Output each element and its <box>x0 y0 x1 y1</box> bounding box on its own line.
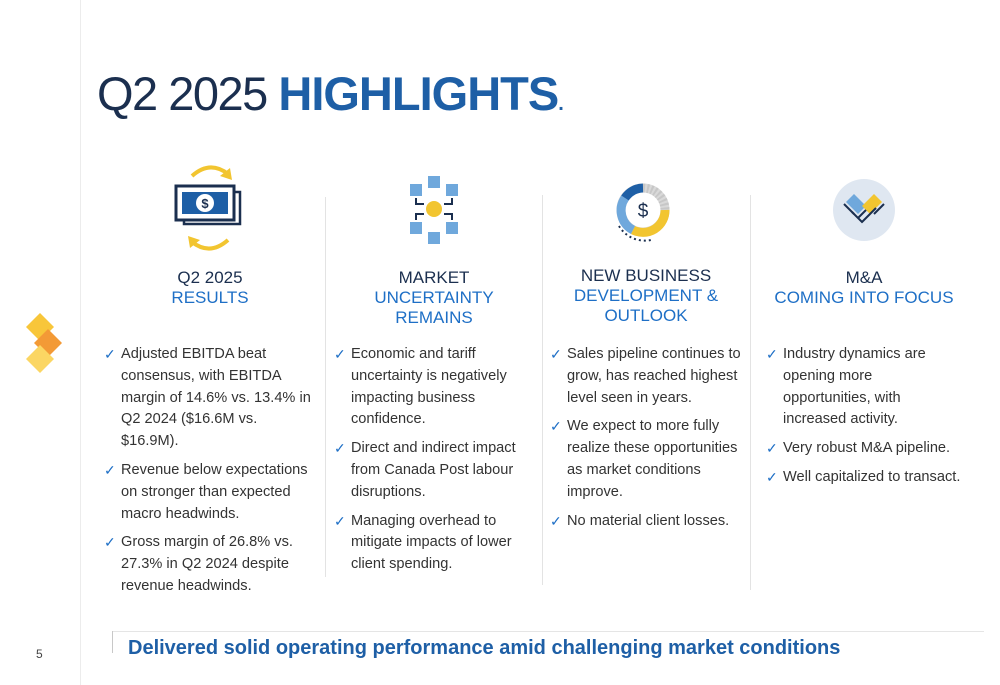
check-icon: ✓ <box>334 512 346 529</box>
list-item: ✓ No material client losses. <box>550 511 742 533</box>
bullet-text: Direct and indirect impact from Canada P… <box>351 440 516 500</box>
check-icon: ✓ <box>766 468 778 485</box>
bullet-text: Managing overhead to mitigate impacts of… <box>351 512 512 573</box>
footer-divider <box>112 631 984 632</box>
heading-line-3: OUTLOOK <box>604 306 688 325</box>
list-item: ✓ Adjusted EBITDA beat consensus, with EB… <box>104 344 316 453</box>
bullet-text: Industry dynamics are opening more oppor… <box>783 346 926 428</box>
check-icon: ✓ <box>550 512 562 529</box>
company-logo-icon <box>26 313 62 373</box>
network-hub-icon <box>410 176 458 244</box>
title-light-part: Q2 2025 <box>97 67 279 120</box>
check-icon: ✓ <box>104 461 116 478</box>
bullet-text: Economic and tariff uncertainty is negat… <box>351 346 507 428</box>
list-item: ✓ Well capitalized to transact. <box>766 467 962 489</box>
column-divider <box>750 195 751 590</box>
heading-line-2: COMING INTO FOCUS <box>774 288 954 307</box>
page-number: 5 <box>36 647 43 661</box>
heading-line-1: Q2 2025 <box>177 268 243 287</box>
heading-line-2: RESULTS <box>171 288 249 307</box>
column-q2-results: $ Q2 2025 RESULTS ✓ Adjusted EBITDA beat … <box>104 160 316 594</box>
list-item: ✓ Very robust M&A pipeline. <box>766 438 962 460</box>
bullet-text: Well capitalized to transact. <box>783 468 961 485</box>
handshake-icon <box>833 179 895 241</box>
column-divider <box>542 195 543 585</box>
column-icon-wrap <box>334 160 534 260</box>
list-item: ✓ Managing overhead to mitigate impacts o… <box>334 511 534 576</box>
column-market-uncertainty: MARKET UNCERTAINTY REMAINS ✓ Economic and… <box>334 160 534 590</box>
list-item: ✓ Sales pipeline continues to grow, has r… <box>550 344 742 409</box>
list-item: ✓ Revenue below expectations on stronger … <box>104 460 316 525</box>
svg-text:$: $ <box>638 201 649 222</box>
bullet-list: ✓ Economic and tariff uncertainty is nega… <box>334 344 534 583</box>
check-icon: ✓ <box>550 418 562 435</box>
heading-line-1: MARKET <box>398 268 470 287</box>
check-icon: ✓ <box>334 346 346 362</box>
column-heading: NEW BUSINESS DEVELOPMENT & OUTLOOK <box>550 266 742 326</box>
title-dot: . <box>558 93 564 115</box>
footer-tick <box>112 631 113 653</box>
column-divider <box>325 197 326 577</box>
check-icon: ✓ <box>766 346 778 362</box>
check-icon: ✓ <box>104 346 116 362</box>
heading-line-2: DEVELOPMENT & <box>573 286 719 305</box>
column-heading: Q2 2025 RESULTS <box>104 268 316 308</box>
bullet-text: Revenue below expectations on stronger t… <box>121 461 308 522</box>
list-item: ✓ Industry dynamics are opening more oppo… <box>766 344 962 431</box>
heading-line-2: UNCERTAINTY REMAINS <box>374 288 494 327</box>
check-icon: ✓ <box>104 534 116 551</box>
money-cycle-icon: $ <box>174 165 242 251</box>
heading-line-1: M&A <box>845 268 883 287</box>
check-icon: ✓ <box>550 346 562 362</box>
list-item: ✓ We expect to more fully realize these o… <box>550 416 742 503</box>
list-item: ✓ Gross margin of 26.8% vs. 27.3% in Q2 2… <box>104 532 316 597</box>
bullet-text: No material client losses. <box>567 512 730 529</box>
check-icon: ✓ <box>766 440 778 457</box>
column-icon-wrap: $ <box>104 160 316 260</box>
check-icon: ✓ <box>334 440 346 457</box>
column-m-and-a: M&A COMING INTO FOCUS ✓ Industry dynamics… <box>766 160 962 590</box>
svg-text:$: $ <box>201 196 209 211</box>
bullet-text: Gross margin of 26.8% vs. 27.3% in Q2 20… <box>121 534 293 594</box>
bullet-text: Very robust M&A pipeline. <box>783 440 951 457</box>
heading-line-1: NEW BUSINESS <box>580 266 712 285</box>
bullet-list: ✓ Sales pipeline continues to grow, has r… <box>550 344 742 539</box>
bullet-text: Adjusted EBITDA beat consensus, with EBI… <box>121 346 311 450</box>
column-heading: M&A COMING INTO FOCUS <box>766 268 962 308</box>
column-new-business: $ NEW BUSINESS DEVELOPMENT & OUTLOOK ✓ Sa… <box>550 160 742 590</box>
column-icon-wrap: $ <box>550 160 742 260</box>
dollar-donut-chart-icon: $ <box>616 183 670 242</box>
list-item: ✓ Economic and tariff uncertainty is nega… <box>334 344 534 431</box>
bullet-text: Sales pipeline continues to grow, has re… <box>567 346 741 406</box>
column-heading: MARKET UNCERTAINTY REMAINS <box>334 268 534 328</box>
bullet-list: ✓ Industry dynamics are opening more oppo… <box>766 344 962 496</box>
list-item: ✓ Direct and indirect impact from Canada … <box>334 438 534 503</box>
bullet-text: We expect to more fully realize these op… <box>567 418 738 500</box>
slide-title: Q2 2025 HIGHLIGHTS. <box>97 66 564 121</box>
title-bold-part: HIGHLIGHTS <box>278 67 559 120</box>
column-icon-wrap <box>766 160 962 260</box>
footer-message: Delivered solid operating performance am… <box>128 637 841 659</box>
left-margin-rule <box>80 0 81 685</box>
bullet-list: ✓ Adjusted EBITDA beat consensus, with EB… <box>104 344 316 605</box>
